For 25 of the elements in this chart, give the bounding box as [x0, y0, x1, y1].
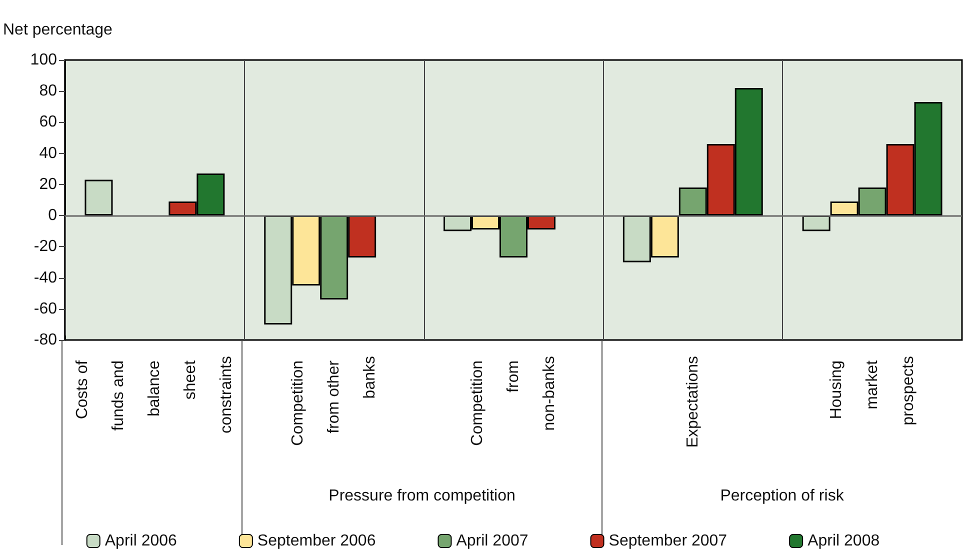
bar	[84, 180, 113, 216]
y-tick-label: 100	[30, 52, 58, 68]
legend-label: September 2007	[608, 532, 728, 550]
y-tick-label: 0	[48, 207, 58, 224]
y-tick-label: -20	[34, 238, 58, 256]
y-tick-label: 80	[39, 82, 58, 100]
y-tick-label: -80	[34, 332, 58, 348]
y-tick-label: 60	[39, 114, 58, 131]
text: Pressure from competition	[328, 488, 516, 504]
bar	[802, 216, 830, 232]
legend-label: April 2006	[104, 532, 178, 550]
y-tick-label: 40	[39, 144, 58, 162]
y-tick-label: 20	[39, 176, 58, 193]
y-tick-label: -60	[34, 300, 58, 318]
text: Perception of risk	[720, 488, 845, 504]
y-tick-label: -40	[34, 269, 58, 286]
x-tick-label: Competition from other banks	[290, 356, 379, 446]
x-tick-label: Competition from non-banks	[469, 356, 558, 446]
x-tick-label: Housing market prospects	[828, 356, 917, 426]
legend-label: September 2006	[257, 532, 376, 550]
x-tick-label: Expectations	[684, 356, 702, 448]
legend-label: April 2008	[808, 532, 880, 550]
y-axis-title: Net percentage	[3, 22, 113, 38]
x-tick-label: Costs of funds and balance sheet constraints	[74, 356, 236, 434]
legend-label: April 2007	[456, 532, 528, 550]
